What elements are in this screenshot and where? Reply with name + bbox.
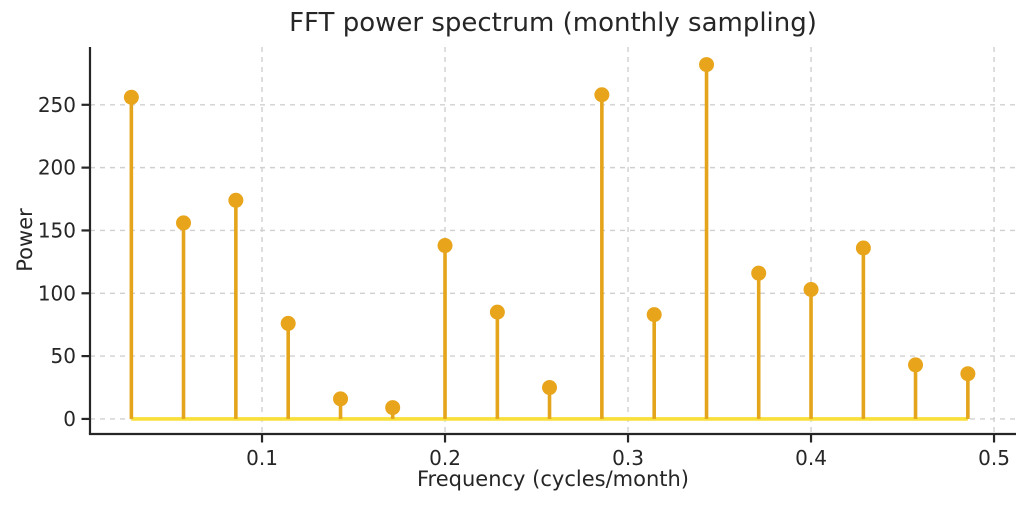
stem-marker bbox=[333, 391, 349, 407]
y-tick-label: 0 bbox=[63, 407, 76, 431]
y-tick-label: 150 bbox=[38, 218, 76, 242]
stem-marker bbox=[542, 380, 558, 396]
stem-marker bbox=[699, 57, 715, 73]
x-tick-label: 0.1 bbox=[246, 446, 278, 470]
y-tick-label: 100 bbox=[38, 281, 76, 305]
stem-marker bbox=[123, 89, 139, 105]
stem-marker bbox=[489, 304, 505, 320]
chart-title: FFT power spectrum (monthly sampling) bbox=[289, 8, 817, 38]
stem-marker bbox=[228, 192, 244, 208]
stem-marker bbox=[751, 265, 767, 281]
x-tick-label: 0.4 bbox=[795, 446, 827, 470]
y-tick-label: 200 bbox=[38, 156, 76, 180]
stem-marker bbox=[646, 307, 662, 323]
x-tick-label: 0.3 bbox=[612, 446, 644, 470]
stem-marker bbox=[803, 282, 819, 298]
stem-marker bbox=[855, 240, 871, 256]
y-tick-label: 250 bbox=[38, 93, 76, 117]
y-axis-label: Power bbox=[13, 208, 37, 272]
stem-marker bbox=[176, 215, 192, 231]
stem-marker bbox=[437, 238, 453, 254]
stem-marker bbox=[908, 357, 924, 373]
stem-marker bbox=[960, 366, 976, 382]
y-tick-label: 50 bbox=[51, 344, 76, 368]
x-tick-label: 0.5 bbox=[978, 446, 1010, 470]
x-tick-label: 0.2 bbox=[429, 446, 461, 470]
stem-marker bbox=[280, 315, 296, 331]
x-axis-label: Frequency (cycles/month) bbox=[417, 467, 689, 491]
stem-marker bbox=[594, 87, 610, 103]
stem-marker bbox=[385, 400, 401, 416]
